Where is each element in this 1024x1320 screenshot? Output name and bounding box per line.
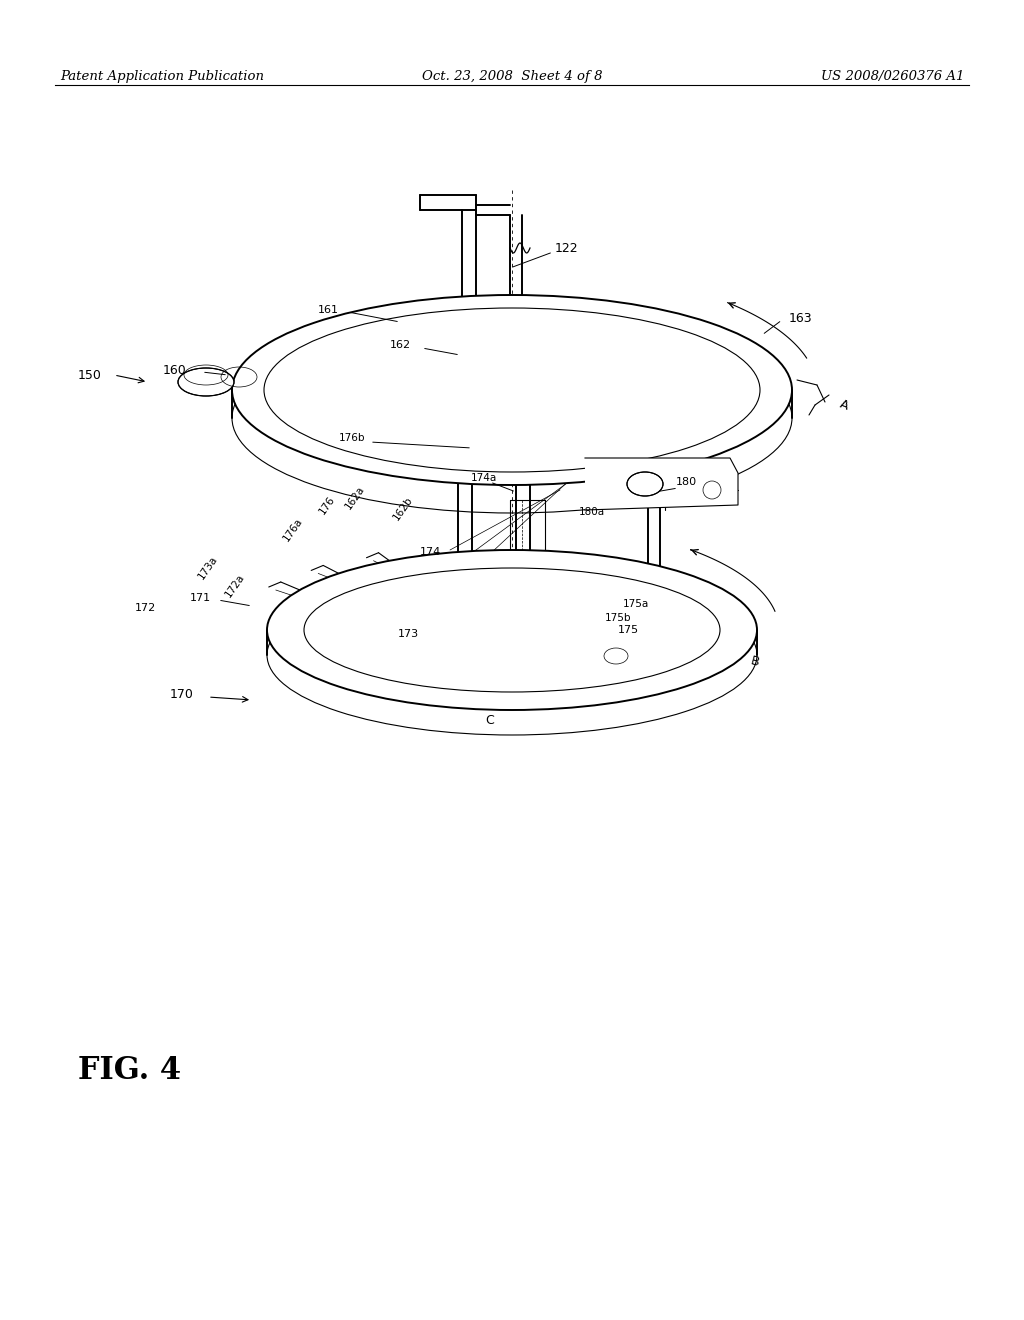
Text: 176b: 176b bbox=[339, 433, 366, 444]
Text: Patent Application Publication: Patent Application Publication bbox=[60, 70, 264, 83]
Text: 176a: 176a bbox=[282, 516, 304, 544]
Text: 122: 122 bbox=[554, 242, 578, 255]
Ellipse shape bbox=[178, 368, 234, 396]
Text: US 2008/0260376 A1: US 2008/0260376 A1 bbox=[820, 70, 964, 83]
Text: 175: 175 bbox=[617, 624, 639, 635]
Text: A: A bbox=[838, 397, 850, 413]
Text: 161: 161 bbox=[317, 305, 339, 315]
Text: 180a: 180a bbox=[579, 507, 605, 517]
Text: 162b: 162b bbox=[391, 494, 415, 521]
Text: C: C bbox=[485, 714, 495, 726]
Text: 163: 163 bbox=[788, 312, 812, 325]
Ellipse shape bbox=[627, 473, 663, 496]
Text: 172a: 172a bbox=[223, 573, 247, 599]
Text: 173a: 173a bbox=[197, 554, 219, 582]
Text: 173: 173 bbox=[397, 630, 419, 639]
Text: 150: 150 bbox=[78, 368, 102, 381]
Text: 162a: 162a bbox=[343, 484, 367, 512]
Text: 180: 180 bbox=[676, 477, 696, 487]
Text: 174a: 174a bbox=[471, 473, 497, 483]
Text: 175b: 175b bbox=[605, 612, 631, 623]
Text: 175a: 175a bbox=[623, 599, 649, 609]
Text: 172: 172 bbox=[134, 603, 156, 612]
Text: 171: 171 bbox=[189, 593, 211, 603]
Ellipse shape bbox=[267, 550, 757, 710]
Text: Oct. 23, 2008  Sheet 4 of 8: Oct. 23, 2008 Sheet 4 of 8 bbox=[422, 70, 602, 83]
Text: 162: 162 bbox=[389, 341, 411, 350]
Text: 176: 176 bbox=[317, 494, 337, 516]
Text: B: B bbox=[750, 655, 761, 669]
Text: FIG. 4: FIG. 4 bbox=[78, 1055, 181, 1086]
Text: 174: 174 bbox=[420, 546, 440, 557]
Ellipse shape bbox=[232, 294, 792, 484]
Text: 170: 170 bbox=[170, 689, 194, 701]
Text: 160: 160 bbox=[163, 363, 186, 376]
Polygon shape bbox=[585, 458, 738, 510]
